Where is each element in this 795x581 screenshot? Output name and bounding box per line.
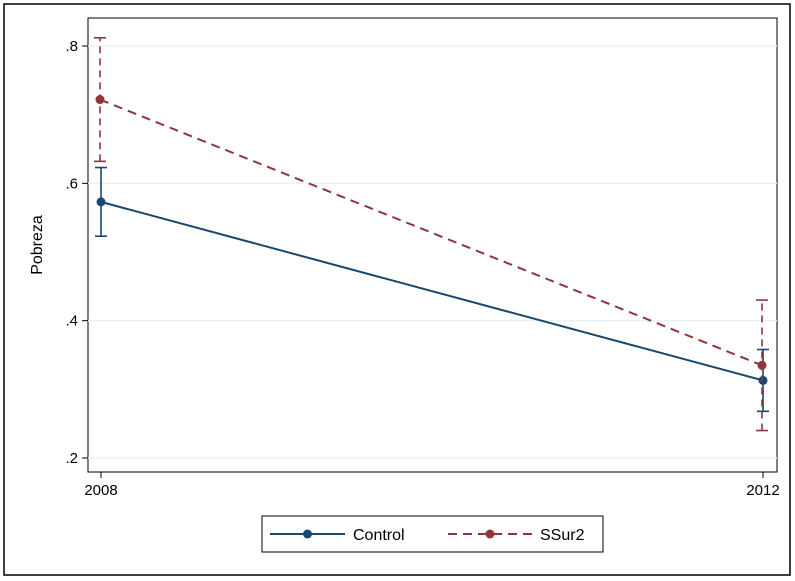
y-tick-label: .8 — [65, 38, 78, 55]
series-control — [95, 166, 769, 413]
y-tick-label: .6 — [65, 175, 78, 192]
legend-label-ssur2: SSur2 — [540, 527, 585, 544]
data-point — [758, 375, 768, 385]
y-axis-title: Pobreza — [29, 215, 46, 275]
y-tick-label: .2 — [65, 450, 78, 467]
data-point — [95, 95, 105, 105]
legend: Control SSur2 — [261, 515, 604, 553]
data-point — [96, 197, 106, 207]
series-group — [94, 36, 769, 432]
x-tick-label: 2012 — [746, 482, 779, 499]
legend-marker-control — [303, 529, 312, 539]
data-point — [757, 360, 767, 370]
y-tick-label: .4 — [65, 313, 78, 330]
x-tick-label: 2008 — [84, 482, 117, 499]
axes: .2 .4 .6 .8 2008 2012 — [65, 38, 779, 499]
gridlines — [88, 45, 777, 459]
series-line — [100, 200, 764, 382]
legend-marker-ssur2 — [485, 529, 495, 539]
plot-area — [87, 17, 778, 473]
legend-label-control: Control — [353, 527, 405, 544]
series-ssur2 — [94, 36, 768, 432]
